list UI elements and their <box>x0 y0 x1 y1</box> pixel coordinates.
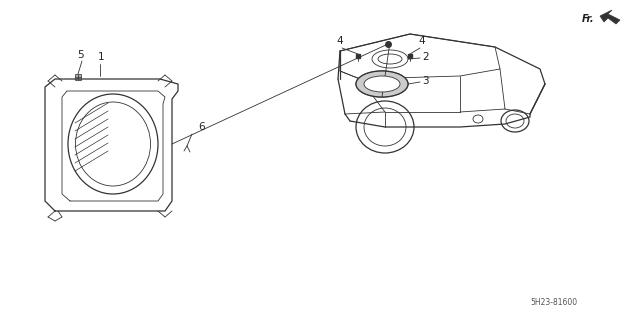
Text: 4: 4 <box>419 36 426 46</box>
Text: 6: 6 <box>198 122 205 132</box>
Text: 5H23-81600: 5H23-81600 <box>530 298 577 307</box>
FancyBboxPatch shape <box>75 74 81 80</box>
Text: 1: 1 <box>98 52 104 62</box>
Text: 2: 2 <box>422 52 429 62</box>
Ellipse shape <box>364 76 400 92</box>
Ellipse shape <box>356 71 408 97</box>
Text: 3: 3 <box>422 76 429 86</box>
Text: 4: 4 <box>337 36 343 46</box>
Text: Fr.: Fr. <box>582 14 595 24</box>
Text: 5: 5 <box>77 50 83 60</box>
Polygon shape <box>600 10 620 24</box>
